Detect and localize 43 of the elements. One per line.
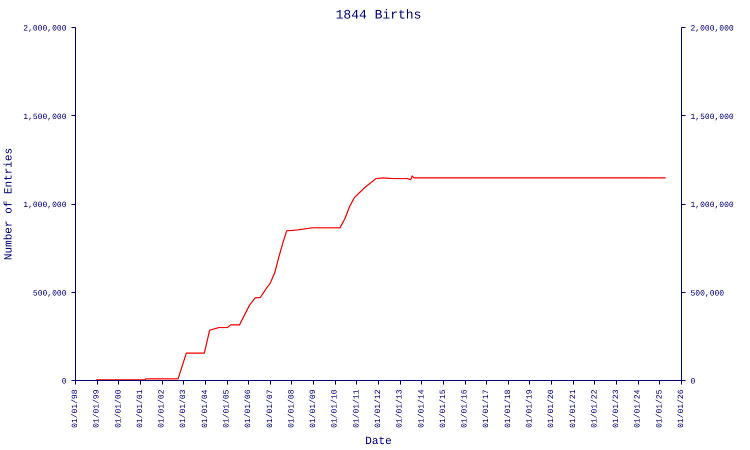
x-tick-label: 01/01/13 <box>396 389 405 428</box>
y2-tick-label: 1,000,000 <box>690 201 734 210</box>
x-tick-label: 01/01/02 <box>158 389 167 428</box>
x-tick-label: 01/01/98 <box>71 389 80 428</box>
x-tick-label: 01/01/14 <box>417 389 426 428</box>
x-tick-label: 01/01/08 <box>287 389 296 428</box>
y2-tick-label: 500,000 <box>690 289 724 298</box>
x-tick-label: 01/01/06 <box>244 389 254 428</box>
x-tick-label: 01/01/01 <box>136 389 145 428</box>
y2-tick-label: 2,000,000 <box>690 24 734 34</box>
y-axis-title: Number of Entries <box>3 148 16 260</box>
x-tick-label: 01/01/25 <box>655 389 664 428</box>
x-tick-label: 01/01/26 <box>677 389 686 428</box>
x-tick-label: 01/01/11 <box>352 389 362 428</box>
x-tick-label: 01/01/12 <box>374 389 383 428</box>
x-tick-label: 01/01/19 <box>525 389 534 428</box>
x-tick-label: 01/01/17 <box>482 389 492 428</box>
y-tick-label: 2,000,000 <box>23 24 67 34</box>
x-tick-label: 01/01/09 <box>309 389 318 428</box>
line-series <box>96 175 666 380</box>
y-tick-label: 0 <box>62 378 67 386</box>
x-tick-label: 01/01/22 <box>590 389 600 428</box>
x-tick-label: 01/01/03 <box>179 389 188 428</box>
x-tick-label: 01/01/24 <box>634 389 643 428</box>
y-tick-label: 500,000 <box>32 289 67 298</box>
y-tick-label: 1,000,000 <box>23 201 67 210</box>
x-tick-label: 01/01/20 <box>547 389 556 428</box>
x-tick-label: 01/01/18 <box>504 389 513 428</box>
x-tick-label: 01/01/07 <box>266 389 275 428</box>
x-tick-label: 01/01/99 <box>92 389 102 428</box>
x-tick-label: 01/01/23 <box>612 389 622 428</box>
x-tick-label: 01/01/21 <box>568 389 578 428</box>
y-tick-label: 1,500,000 <box>23 112 67 122</box>
y2-tick-label: 1,500,000 <box>690 112 734 122</box>
x-tick-label: 01/01/00 <box>114 389 124 428</box>
x-tick-label: 01/01/04 <box>200 389 210 428</box>
x-tick-label: 01/01/16 <box>460 389 470 428</box>
x-tick-label: 01/01/05 <box>222 389 232 428</box>
x-axis-title: Date <box>365 436 392 448</box>
x-tick-label: 01/01/15 <box>438 389 448 428</box>
chart-title: 1844 Births <box>336 8 422 22</box>
x-tick-label: 01/01/10 <box>330 389 340 428</box>
y2-tick-label: 0 <box>690 378 696 386</box>
